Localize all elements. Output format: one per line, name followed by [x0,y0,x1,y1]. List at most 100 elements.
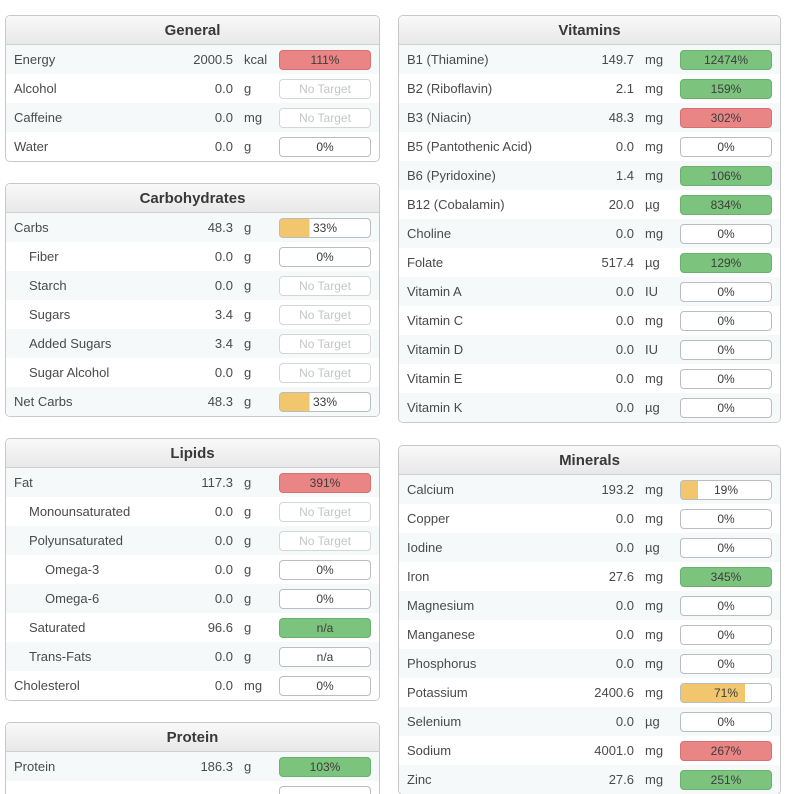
nutrient-row: Polyunsaturated 0.0 g No Target [6,526,379,555]
right-column: Vitamins B1 (Thiamine) 149.7 mg 12474% B2 (Ri… [398,15,781,794]
nutrient-value: 0.0 [214,249,233,264]
target-progress-badge: 0% [680,368,772,389]
target-progress-badge: 0% [680,537,772,558]
nutrient-row [6,781,379,794]
target-progress-badge: 19% [680,479,772,500]
nutrient-unit: g [244,278,252,293]
target-progress-badge: 159% [680,78,772,99]
nutrient-label: B1 (Thiamine) [407,52,489,67]
target-progress-badge: 0% [680,339,772,360]
target-progress-badge: 0% [680,508,772,529]
panel-minerals: Minerals Calcium 193.2 mg 19% Copper 0.0 mg 0% Io… [398,445,781,794]
nutrient-value: 193.2 [601,482,634,497]
panel-protein: Protein Protein 186.3 g 103% [5,722,380,794]
nutrient-label: Alcohol [14,81,57,96]
nutrient-unit: µg [645,400,660,415]
left-column: General Energy 2000.5 kcal 111% Alcohol 0.0 g No… [5,15,380,794]
nutrient-row: Carbs 48.3 g 33% [6,213,379,242]
nutrient-value: 27.6 [608,569,634,584]
target-progress-badge: 251% [680,769,772,790]
nutrient-row: Net Carbs 48.3 g 33% [6,387,379,416]
nutrient-value: 0.0 [214,678,233,693]
nutrient-label: B6 (Pyridoxine) [407,168,496,183]
target-progress-badge: 33% [279,391,371,412]
nutrient-label: Fat [14,475,33,490]
nutrient-label: Vitamin E [407,371,463,386]
nutrient-unit: mg [645,569,664,584]
nutrient-unit: g [244,475,252,490]
nutrient-label: B2 (Riboflavin) [407,81,493,96]
nutrient-unit: mg [645,313,664,328]
nutrient-unit: g [244,365,252,380]
target-progress-badge: 391% [279,472,371,493]
nutrient-unit: mg [645,371,664,386]
nutrient-unit: mg [645,139,664,154]
nutrient-unit: mg [645,168,664,183]
panel-rows-carbohydrates: Carbs 48.3 g 33% Fiber 0.0 g 0% Starch 0.0 g No Tar… [6,213,379,416]
nutrient-unit: mg [645,598,664,613]
nutrient-value: 4001.0 [594,743,634,758]
target-progress-badge: n/a [279,617,371,638]
panel-rows-vitamins: B1 (Thiamine) 149.7 mg 12474% B2 (Riboflavin… [399,45,780,422]
panel-title-carbohydrates: Carbohydrates [6,184,379,213]
panel-lipids: Lipids Fat 117.3 g 391% Monounsaturated 0.0 g No… [5,438,380,701]
nutrient-row: Folate 517.4 µg 129% [399,248,780,277]
nutrient-label: Choline [407,226,452,241]
nutrient-label: Net Carbs [14,394,73,409]
nutrient-label: B5 (Pantothenic Acid) [407,139,533,154]
nutrient-label: Vitamin D [407,342,464,357]
nutrient-unit: g [244,307,252,322]
nutrient-label: Caffeine [14,110,63,125]
nutrient-row: Cholesterol 0.0 mg 0% [6,671,379,700]
panel-general: General Energy 2000.5 kcal 111% Alcohol 0.0 g No… [5,15,380,162]
nutrient-label: Calcium [407,482,454,497]
nutrient-row: Protein 186.3 g 103% [6,752,379,781]
nutrient-value: 0.0 [615,511,634,526]
nutrient-value: 48.3 [207,394,233,409]
nutrient-unit: g [244,533,252,548]
nutrient-unit: µg [645,714,660,729]
nutrient-unit: mg [645,743,664,758]
nutrient-unit: IU [645,284,658,299]
nutrient-value: 517.4 [601,255,634,270]
target-progress-badge: 0% [680,595,772,616]
target-progress-badge: No Target [279,333,371,354]
nutrient-label: Fiber [29,249,59,264]
nutrient-label: Energy [14,52,56,67]
panel-rows-protein: Protein 186.3 g 103% [6,752,379,794]
nutrient-value: 0.0 [615,226,634,241]
nutrient-unit: g [244,394,252,409]
nutrient-value: 0.0 [615,540,634,555]
target-progress-badge: 0% [279,136,371,157]
nutrient-label: Polyunsaturated [29,533,123,548]
nutrient-row: Fat 117.3 g 391% [6,468,379,497]
nutrient-label: B12 (Cobalamin) [407,197,505,212]
nutrient-label: Zinc [407,772,432,787]
target-progress-badge: 345% [680,566,772,587]
nutrient-row: Zinc 27.6 mg 251% [399,765,780,794]
nutrient-unit: g [244,220,252,235]
panel-vitamins: Vitamins B1 (Thiamine) 149.7 mg 12474% B2 (Ri… [398,15,781,423]
nutrient-value: 1.4 [615,168,634,183]
nutrient-label: Magnesium [407,598,475,613]
nutrient-unit: mg [645,226,664,241]
target-progress-badge: 71% [680,682,772,703]
nutrient-row: B6 (Pyridoxine) 1.4 mg 106% [399,161,780,190]
target-progress-badge: 0% [680,397,772,418]
nutrient-unit: g [244,139,252,154]
nutrient-unit: mg [645,772,664,787]
nutrient-unit: g [244,336,252,351]
target-progress-badge: No Target [279,78,371,99]
nutrient-row: Potassium 2400.6 mg 71% [399,678,780,707]
nutrient-row: Selenium 0.0 µg 0% [399,707,780,736]
nutrient-value: 0.0 [615,371,634,386]
nutrient-value: 20.0 [608,197,634,212]
nutrient-row: B3 (Niacin) 48.3 mg 302% [399,103,780,132]
target-progress-badge: 0% [680,310,772,331]
nutrient-value: 0.0 [615,342,634,357]
nutrient-label: Carbs [14,220,49,235]
nutrient-value: 0.0 [615,714,634,729]
nutrient-label: Vitamin A [407,284,462,299]
nutrient-row: B12 (Cobalamin) 20.0 µg 834% [399,190,780,219]
